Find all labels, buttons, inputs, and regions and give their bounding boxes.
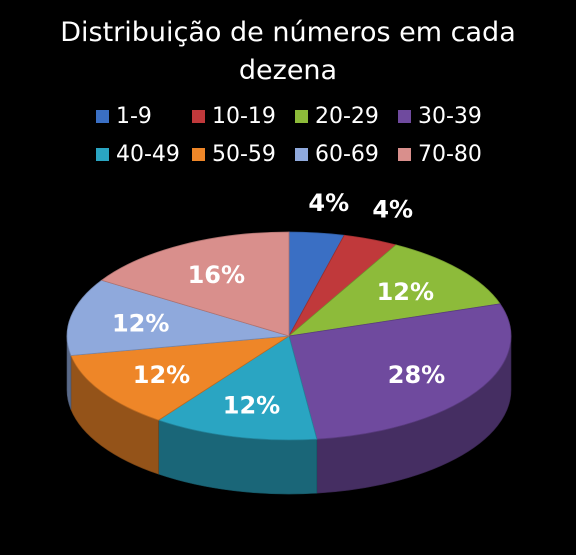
- pie-tops: [66, 231, 512, 441]
- legend-swatch: [295, 148, 308, 161]
- pie-labels: 4% 4% 12% 28% 12% 12% 12% 16%: [112, 189, 445, 420]
- pie-label-70-80: 16%: [188, 261, 245, 289]
- legend-item-50-59: 50-59: [192, 142, 295, 167]
- legend-label: 40-49: [116, 142, 180, 167]
- legend-item-1-9: 1-9: [96, 104, 192, 129]
- legend-item-60-69: 60-69: [295, 142, 398, 167]
- legend-item-70-80: 70-80: [398, 142, 508, 167]
- legend-swatch: [398, 148, 411, 161]
- pie-label-50-59: 12%: [133, 361, 190, 389]
- legend-item-30-39: 30-39: [398, 104, 508, 129]
- legend-swatch: [96, 110, 109, 123]
- legend-label: 1-9: [116, 104, 152, 129]
- chart-title: Distribuição de números em cada dezena: [0, 14, 576, 90]
- chart-title-line-2: dezena: [238, 55, 338, 86]
- legend-swatch: [398, 110, 411, 123]
- legend-label: 60-69: [315, 142, 379, 167]
- legend-swatch: [192, 148, 205, 161]
- legend-label: 50-59: [212, 142, 276, 167]
- legend-label: 70-80: [418, 142, 482, 167]
- pie-label-30-39: 28%: [388, 361, 445, 389]
- pie-label-40-49: 12%: [223, 392, 280, 420]
- pie-label-60-69: 12%: [112, 310, 169, 338]
- pie-slice-70-80: [100, 231, 290, 337]
- legend-label: 20-29: [315, 104, 379, 129]
- pie-slice-30-39: [288, 303, 512, 440]
- chart-legend: 1-9 10-19 20-29 30-39 40-49 50-59 60-69: [96, 104, 536, 167]
- legend-swatch: [192, 110, 205, 123]
- pie-label-10-19: 4%: [372, 195, 413, 223]
- pie-label-20-29: 12%: [377, 278, 434, 306]
- pie-slice-40-49: [157, 335, 318, 441]
- legend-label: 30-39: [418, 104, 482, 129]
- chart-title-line-1: Distribuição de números em cada: [60, 17, 516, 48]
- legend-swatch: [96, 148, 109, 161]
- legend-label: 10-19: [212, 104, 276, 129]
- legend-item-20-29: 20-29: [295, 104, 398, 129]
- pie-slice-60-69: [66, 279, 290, 356]
- legend-item-40-49: 40-49: [96, 142, 192, 167]
- legend-swatch: [295, 110, 308, 123]
- pie-slice-50-59: [70, 335, 290, 421]
- pie-label-1-9: 4%: [308, 189, 349, 217]
- legend-item-10-19: 10-19: [192, 104, 295, 129]
- pie-slice-20-29: [287, 244, 501, 337]
